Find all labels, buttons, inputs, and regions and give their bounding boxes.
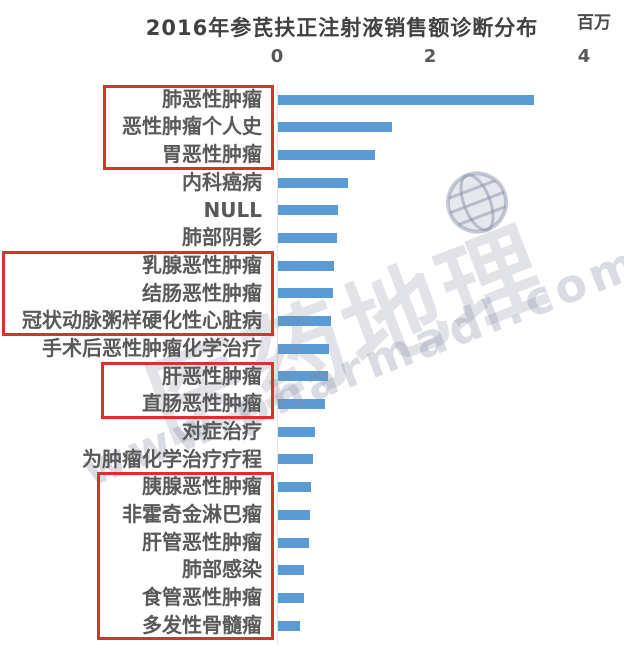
bar bbox=[278, 205, 338, 216]
bar bbox=[278, 482, 311, 493]
bar bbox=[278, 316, 331, 327]
bar bbox=[278, 343, 330, 354]
category-label: 为肿瘤化学治疗疗程 bbox=[82, 446, 262, 471]
bar bbox=[278, 260, 335, 271]
bar bbox=[278, 233, 338, 244]
highlight-box bbox=[97, 472, 274, 641]
axis-unit-label: 百万 bbox=[577, 13, 611, 33]
bar bbox=[278, 122, 393, 133]
bar bbox=[278, 592, 305, 603]
category-label: 胰腺恶性肿瘤 bbox=[142, 474, 262, 499]
bar bbox=[278, 150, 376, 160]
globe-icon bbox=[425, 134, 509, 234]
category-label: 肺恶性肿瘤 bbox=[162, 86, 262, 111]
category-label: 非霍奇金淋巴瘤 bbox=[122, 502, 262, 526]
category-label: 食管恶性肿瘤 bbox=[142, 585, 262, 610]
bar bbox=[278, 177, 348, 188]
highlight-box bbox=[101, 361, 274, 419]
x-tick-2: 2 bbox=[423, 46, 437, 67]
x-tick-4: 4 bbox=[577, 46, 591, 67]
category-label: 多发性骨髓瘤 bbox=[142, 612, 262, 637]
y-axis-line bbox=[277, 84, 278, 644]
category-label: 结肠恶性肿瘤 bbox=[142, 280, 262, 305]
bar bbox=[278, 94, 534, 105]
bar bbox=[278, 288, 334, 299]
highlight-box bbox=[103, 84, 274, 170]
bar bbox=[278, 620, 301, 631]
category-label: 胃恶性肿瘤 bbox=[162, 142, 262, 167]
category-label: 内科癌病 bbox=[182, 169, 262, 194]
category-label: 乳腺恶性肿瘤 bbox=[142, 252, 262, 277]
x-tick-0: 0 bbox=[270, 46, 284, 67]
category-label: 肝管恶性肿瘤 bbox=[142, 529, 262, 554]
category-label: 肺部感染 bbox=[182, 557, 262, 582]
bar bbox=[278, 454, 314, 465]
category-label: 冠状动脉粥样硬化性心脏病 bbox=[22, 308, 262, 333]
category-label: 肺部阴影 bbox=[182, 225, 262, 250]
category-label: NULL bbox=[203, 197, 262, 222]
category-label: 恶性肿瘤个人史 bbox=[122, 114, 262, 139]
bar bbox=[278, 426, 315, 437]
highlight-box bbox=[2, 250, 274, 336]
category-label: 手术后恶性肿瘤化学治疗 bbox=[42, 335, 262, 360]
bar bbox=[278, 399, 325, 410]
bar bbox=[278, 537, 310, 548]
chart-title: 2016年参芪扶正注射液销售额诊断分布 bbox=[145, 16, 539, 40]
category-label: 对症治疗 bbox=[182, 418, 262, 443]
bar bbox=[278, 565, 305, 576]
bar bbox=[278, 509, 311, 520]
category-label: 肝恶性肿瘤 bbox=[162, 363, 262, 388]
bar bbox=[278, 371, 328, 382]
category-label: 直肠恶性肿瘤 bbox=[142, 391, 262, 416]
